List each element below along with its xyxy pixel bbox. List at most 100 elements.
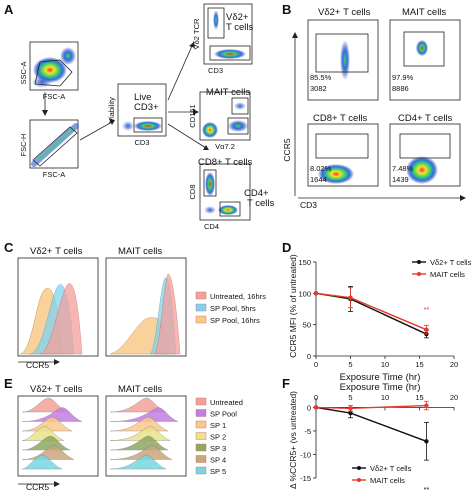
x-tick-label: 20 bbox=[450, 360, 458, 369]
y-tick-label: -10 bbox=[300, 450, 311, 459]
histogram-mait bbox=[109, 426, 171, 441]
scatter2-ylabel: FSC-H bbox=[19, 134, 28, 157]
panel-letter-d: D bbox=[282, 240, 291, 255]
data-point bbox=[424, 327, 429, 332]
x-tick-label: 0 bbox=[314, 360, 318, 369]
x-tick-label: 15 bbox=[415, 360, 423, 369]
histogram-vd2 bbox=[21, 435, 71, 451]
f-ylabel: Δ %CCR5+ (vs untreated) bbox=[288, 391, 298, 489]
gating-plot-viability-cd3: Live CD3+ Viability CD3 bbox=[107, 83, 167, 147]
scatter1-xlabel: FSC-A bbox=[43, 92, 66, 101]
y-tick-label: 150 bbox=[298, 258, 311, 267]
histogram-mait bbox=[109, 445, 173, 460]
legend-label: SP 4 bbox=[210, 456, 226, 465]
y-tick-label: -15 bbox=[300, 474, 311, 483]
legend-swatch bbox=[195, 409, 207, 417]
gating-plot-fsch-fsca: FSC-H FSC-A bbox=[19, 119, 79, 179]
scatter5-gate-label: MAIT cells bbox=[206, 87, 250, 98]
scatter6-ylabel: CD8 bbox=[188, 184, 197, 199]
gating-plot-cd161-va72: MAIT cells CD161 Vα7.2 bbox=[188, 87, 251, 151]
x-tick-label: 5 bbox=[348, 360, 352, 369]
b-count-3: 1439 bbox=[392, 175, 409, 184]
legend-label: MAIT cells bbox=[370, 476, 405, 485]
scatter4-ylabel: Vδ2 TCR bbox=[192, 18, 201, 49]
data-point bbox=[348, 406, 353, 411]
scatter6-xlabel: CD4 bbox=[204, 222, 219, 231]
panel-b-ccr5-plots: Vδ2+ T cells MAIT cells CD8+ T cells CD4… bbox=[282, 7, 466, 210]
gating-plot-ssc-fsc: SSC-A FSC-A bbox=[19, 41, 79, 101]
y-tick-label: 0 bbox=[307, 352, 311, 361]
x-tick-label: 10 bbox=[381, 360, 389, 369]
legend-label: SP Pool, 5hrs bbox=[210, 304, 256, 313]
b-percent-3: 7.48% bbox=[392, 164, 414, 173]
b-count-2: 1644 bbox=[310, 175, 327, 184]
scatter6-gate-label-cd8: CD8+ T cells bbox=[198, 157, 253, 168]
b-percent-1: 97.9% bbox=[392, 73, 414, 82]
chart-d: CCR5 MFI (% of untreated) Exposure Time … bbox=[288, 254, 472, 383]
c-xlabel: CCR5 bbox=[26, 360, 49, 370]
c-title-0: Vδ2+ T cells bbox=[30, 246, 83, 257]
legend-label: Untreated, 16hrs bbox=[210, 292, 266, 301]
legend-swatch bbox=[195, 291, 207, 300]
chart-f: Δ %CCR5+ (vs untreated) Exposure Time (h… bbox=[288, 382, 458, 494]
histogram-vd2 bbox=[21, 407, 83, 422]
y-tick-label: 50 bbox=[303, 321, 311, 330]
histogram-mait bbox=[109, 416, 169, 432]
histogram-vd2 bbox=[21, 445, 75, 460]
legend-label: Vδ2+ T cells bbox=[430, 258, 472, 267]
x-tick-label: 10 bbox=[381, 393, 389, 402]
b-title-3: CD4+ T cells bbox=[398, 113, 453, 124]
data-point bbox=[348, 410, 353, 416]
e-title-1: MAIT cells bbox=[118, 384, 162, 395]
scatter2-xlabel: FSC-A bbox=[43, 170, 66, 179]
panel-letter-c: C bbox=[4, 240, 14, 255]
data-point bbox=[313, 405, 319, 410]
significance-marker: ** bbox=[423, 485, 429, 494]
scatter4-xlabel: CD3 bbox=[208, 66, 223, 75]
histogram-mait bbox=[109, 407, 179, 422]
data-point bbox=[348, 295, 353, 300]
e-legend: Untreated SP Pool SP 1 SP 2 SP 3 SP 4 SP 5 bbox=[195, 397, 243, 476]
d-xlabel: Exposure Time (hr) bbox=[340, 372, 421, 383]
legend-label: MAIT cells bbox=[430, 270, 465, 279]
b-xlabel: CD3 bbox=[300, 200, 317, 210]
legend-label: SP 2 bbox=[210, 433, 226, 442]
significance-marker: ** bbox=[423, 305, 429, 314]
legend-swatch bbox=[195, 420, 207, 429]
y-tick-label: 0 bbox=[307, 403, 311, 412]
scatter3-ylabel: Viability bbox=[107, 97, 116, 123]
scatter3-gate-label: Live CD3+ bbox=[134, 92, 159, 113]
series-line bbox=[315, 292, 427, 331]
f-xlabel: Exposure Time (hr) bbox=[340, 382, 421, 393]
legend-marker bbox=[417, 272, 421, 276]
y-tick-label: -5 bbox=[304, 427, 311, 436]
histogram-vd2 bbox=[21, 416, 73, 432]
series-line bbox=[315, 292, 427, 335]
e-title-0: Vδ2+ T cells bbox=[30, 384, 83, 395]
gating-plot-cd8-cd4: CD8+ T cells CD4+ T cells CD8 CD4 bbox=[188, 157, 275, 231]
legend-marker bbox=[417, 260, 421, 264]
c-title-1: MAIT cells bbox=[118, 246, 162, 257]
b-title-0: Vδ2+ T cells bbox=[318, 7, 371, 18]
legend-swatch bbox=[195, 466, 207, 475]
histogram-vd2 bbox=[21, 454, 63, 470]
scatter4-gate-label: Vδ2+ T cells bbox=[226, 12, 254, 33]
x-tick-label: 15 bbox=[415, 393, 423, 402]
data-point bbox=[313, 291, 319, 296]
series-line bbox=[315, 406, 427, 442]
legend-swatch bbox=[195, 397, 207, 406]
x-tick-label: 5 bbox=[348, 393, 352, 402]
legend-label: Untreated bbox=[210, 398, 243, 407]
legend-marker bbox=[357, 466, 361, 470]
b-percent-0: 85.5% bbox=[310, 73, 332, 82]
x-tick-label: 0 bbox=[314, 393, 318, 402]
d-ylabel: CCR5 MFI (% of untreated) bbox=[288, 254, 298, 358]
legend-label: SP Pool bbox=[210, 410, 237, 419]
legend-label: SP 1 bbox=[210, 421, 226, 430]
x-tick-label: 20 bbox=[450, 393, 458, 402]
scatter6-gate-label-cd4: CD4+ T cells bbox=[244, 188, 275, 209]
b-count-0: 3082 bbox=[310, 84, 327, 93]
panel-e-histograms: Vδ2+ T cells MAIT cells CCR5 Untreated SP… bbox=[17, 384, 243, 492]
